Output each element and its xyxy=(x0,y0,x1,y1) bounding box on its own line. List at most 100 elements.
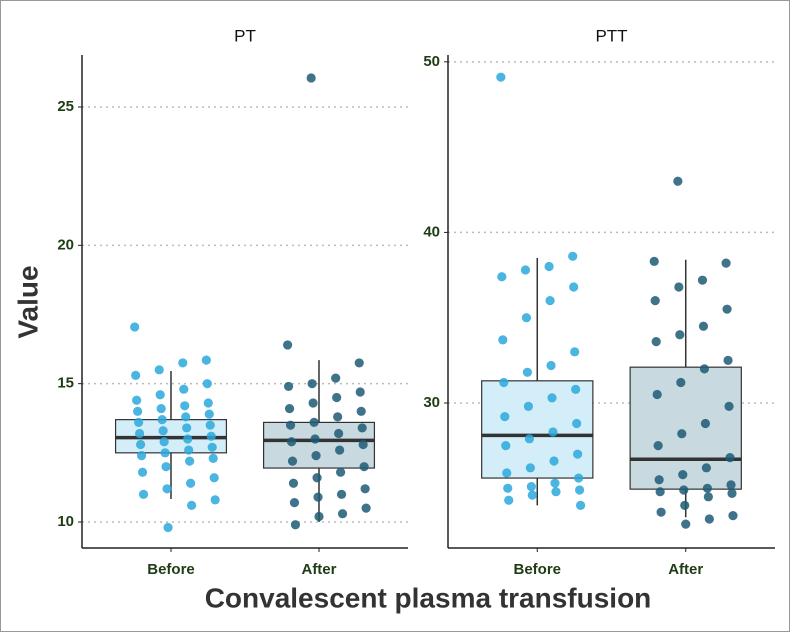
x-tick-label: Before xyxy=(147,561,195,578)
point xyxy=(573,449,583,459)
point xyxy=(136,450,147,461)
point xyxy=(186,478,196,488)
point xyxy=(497,272,507,282)
point xyxy=(282,340,293,350)
point xyxy=(159,437,169,447)
point xyxy=(500,412,510,422)
point xyxy=(357,423,367,433)
point xyxy=(287,456,298,466)
box xyxy=(629,366,742,490)
point xyxy=(283,381,294,392)
point xyxy=(572,418,582,429)
point xyxy=(180,401,190,411)
x-axis-title: Convalescent plasma transfusion xyxy=(205,582,652,613)
point xyxy=(654,475,664,485)
point xyxy=(649,256,659,267)
point xyxy=(652,389,662,400)
point xyxy=(504,495,514,505)
point xyxy=(680,500,690,510)
point xyxy=(160,448,170,458)
point xyxy=(133,406,143,416)
point xyxy=(307,379,317,389)
point xyxy=(182,423,192,433)
point xyxy=(721,258,731,268)
point xyxy=(656,507,666,517)
point xyxy=(356,406,366,416)
point xyxy=(496,72,506,82)
y-tick-label: 20 xyxy=(57,236,74,253)
point xyxy=(163,522,173,533)
point xyxy=(525,463,535,473)
x-tick-label: After xyxy=(301,561,336,578)
point xyxy=(655,487,665,497)
point xyxy=(361,503,371,513)
point xyxy=(161,462,171,472)
point xyxy=(527,490,537,500)
point xyxy=(137,467,148,477)
point xyxy=(549,456,559,466)
point xyxy=(675,330,685,340)
point xyxy=(310,434,320,444)
point xyxy=(289,498,300,508)
point xyxy=(187,500,197,510)
point xyxy=(673,176,683,186)
point xyxy=(570,347,580,357)
x-tick-label: Before xyxy=(514,561,562,578)
point xyxy=(335,445,345,455)
point xyxy=(138,489,149,499)
point xyxy=(157,415,167,425)
point xyxy=(284,403,295,414)
point xyxy=(653,441,663,451)
y-axis-title: Value xyxy=(12,265,43,338)
point xyxy=(131,370,141,380)
point xyxy=(288,478,299,488)
point xyxy=(154,365,164,375)
point xyxy=(701,463,712,473)
point xyxy=(526,481,536,492)
point xyxy=(679,485,689,495)
point xyxy=(333,412,343,422)
point xyxy=(162,484,172,494)
y-tick-label: 50 xyxy=(423,53,440,70)
point xyxy=(332,392,342,403)
point xyxy=(499,377,509,388)
point xyxy=(134,417,144,427)
point xyxy=(355,387,365,397)
point xyxy=(551,487,561,497)
point xyxy=(676,377,686,388)
y-tick-label: 30 xyxy=(423,394,440,411)
point xyxy=(700,418,711,429)
point xyxy=(524,434,534,444)
point xyxy=(209,473,219,483)
point xyxy=(134,428,145,439)
point xyxy=(210,495,220,505)
point xyxy=(336,489,347,499)
point xyxy=(725,452,735,463)
point xyxy=(184,445,194,455)
point xyxy=(181,412,191,422)
point xyxy=(681,519,691,529)
point xyxy=(702,483,712,493)
strip-label: PTT xyxy=(595,26,627,45)
point xyxy=(290,520,301,530)
x-tick-label: After xyxy=(668,561,703,578)
point xyxy=(202,379,212,389)
point xyxy=(727,488,737,499)
point xyxy=(311,450,321,461)
point xyxy=(354,358,364,368)
point xyxy=(699,364,710,374)
point xyxy=(178,358,188,368)
point xyxy=(722,304,732,314)
point xyxy=(359,462,369,472)
point xyxy=(201,355,211,365)
point xyxy=(206,431,216,441)
point xyxy=(306,73,316,83)
y-tick-label: 40 xyxy=(423,223,440,240)
point xyxy=(726,480,736,490)
point xyxy=(498,335,508,345)
point xyxy=(156,403,166,414)
point xyxy=(723,355,733,365)
point xyxy=(312,473,322,483)
point xyxy=(544,261,554,272)
